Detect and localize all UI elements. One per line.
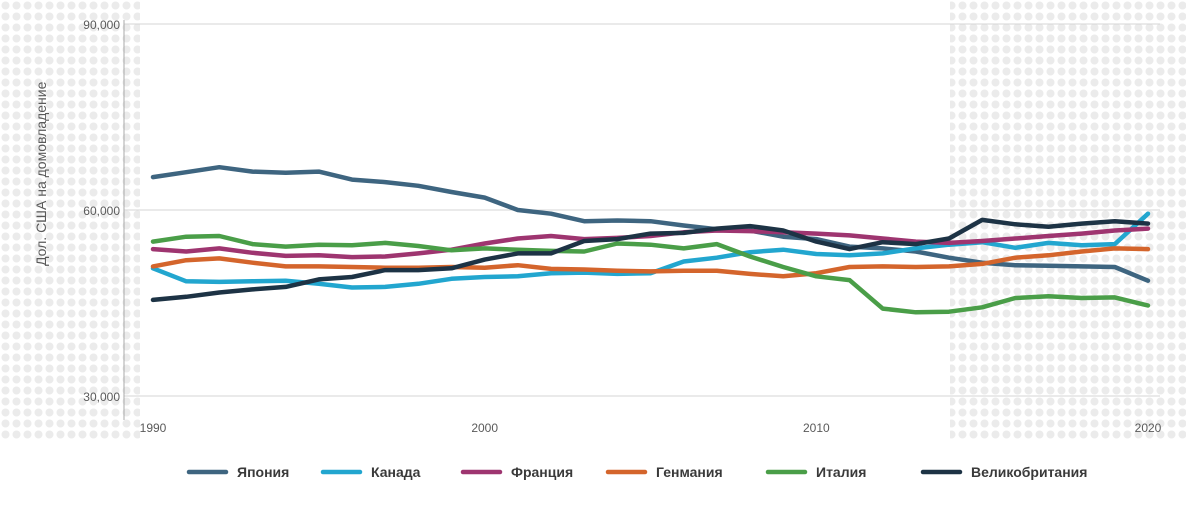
y-tick-label: 60,000 bbox=[83, 204, 120, 218]
x-tick-label: 2010 bbox=[803, 421, 830, 435]
x-tick-label: 2000 bbox=[471, 421, 498, 435]
legend-label: Франция bbox=[511, 464, 573, 480]
grid bbox=[124, 23, 1160, 397]
y-tick-label: 90,000 bbox=[83, 18, 120, 32]
series-line-5 bbox=[150, 217, 1151, 303]
legend-item: Япония bbox=[186, 464, 289, 480]
legend-label: Италия bbox=[816, 464, 866, 480]
legend-item: Италия bbox=[765, 464, 866, 480]
legend: Япония Канада Франция Генмания Италия Великоб… bbox=[186, 464, 1087, 480]
legend-label: Япония bbox=[237, 464, 289, 480]
legend-item: Франция bbox=[460, 464, 573, 480]
x-tick-label: 1990 bbox=[140, 421, 167, 435]
legend-label: Генмания bbox=[656, 464, 723, 480]
series-line-2 bbox=[150, 226, 1151, 260]
legend-label: Великобритания bbox=[971, 464, 1087, 480]
series-line-3 bbox=[150, 246, 1151, 279]
x-tick-label: 2020 bbox=[1135, 421, 1162, 435]
legend-item: Генмания bbox=[605, 464, 723, 480]
legend-item: Канада bbox=[320, 464, 421, 480]
background-dot-pattern-left bbox=[0, 0, 140, 440]
series-line-4 bbox=[150, 233, 1151, 315]
legend-label: Канада bbox=[371, 464, 421, 480]
series-lines bbox=[150, 164, 1151, 315]
legend-item: Великобритания bbox=[920, 464, 1087, 480]
axes: Дол. США на домовладение 30,000 60,000 90,… bbox=[33, 18, 1162, 435]
y-axis-label: Дол. США на домовладение bbox=[33, 81, 49, 266]
y-tick-label: 30,000 bbox=[83, 390, 120, 404]
